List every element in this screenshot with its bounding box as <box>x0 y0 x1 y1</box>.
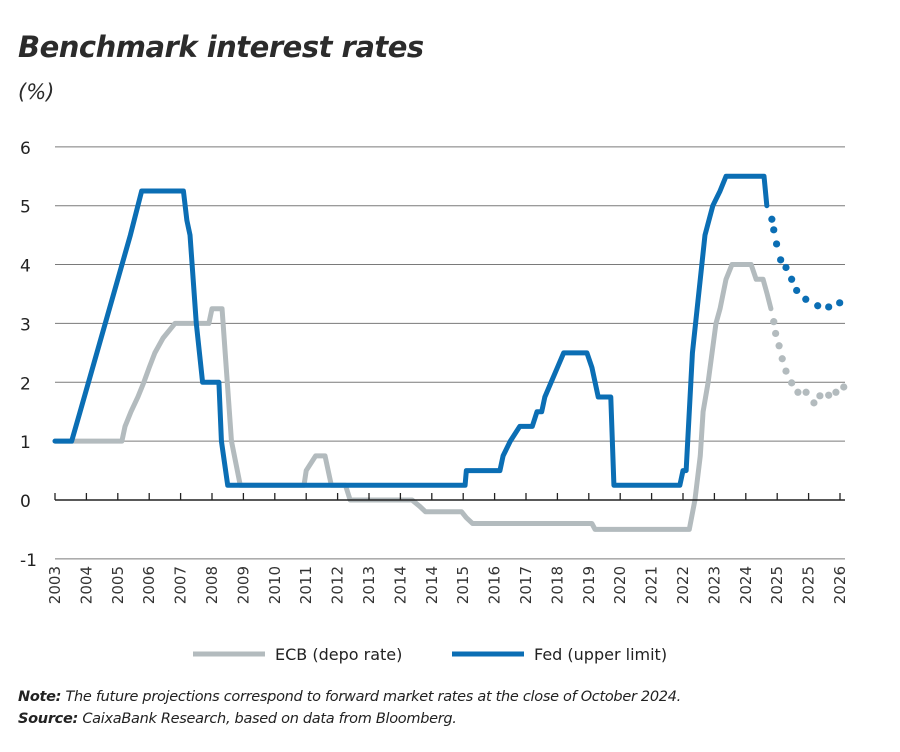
note-label: Note: <box>18 689 62 705</box>
projection-point-ecb <box>802 388 810 396</box>
chart-unit: (%) <box>18 80 55 104</box>
x-tick-label: 2005 <box>109 566 127 604</box>
projection-point-ecb <box>794 388 802 396</box>
y-tick-label: 4 <box>20 257 31 277</box>
x-tick-label: 2003 <box>46 566 64 604</box>
x-tick-label: 2018 <box>548 566 566 604</box>
x-tick-label: 2013 <box>360 566 378 604</box>
projection-point-fed <box>768 215 776 223</box>
projection-point-ecb <box>825 391 833 399</box>
x-tick-label: 2022 <box>674 566 692 604</box>
x-tick-label: 2010 <box>266 566 284 604</box>
projection-point-fed <box>793 286 801 295</box>
legend-label-ecb: ECB (depo rate) <box>275 645 402 664</box>
x-tick-label: 2009 <box>234 566 252 604</box>
x-tick-label: 2024 <box>737 566 755 604</box>
projection-point-fed <box>802 295 810 303</box>
x-tick-label: 2026 <box>831 566 849 604</box>
projection-point-ecb <box>772 329 780 338</box>
y-tick-label: -1 <box>20 551 37 571</box>
chart-title: Benchmark interest rates <box>18 30 424 64</box>
x-tick-label: 2021 <box>643 566 661 604</box>
x-tick-label: 2014 <box>423 566 441 604</box>
x-tick-label: 2015 <box>454 566 472 604</box>
x-tick-label: 2017 <box>517 566 535 604</box>
projection-point-fed <box>836 299 844 307</box>
x-tick-label: 2008 <box>203 566 221 604</box>
notes: Note: The future projections correspond … <box>18 686 681 730</box>
projection-point-ecb <box>778 355 786 363</box>
projection-point-ecb <box>810 399 818 407</box>
projection-point-fed <box>777 256 785 264</box>
y-tick-label: 5 <box>20 198 31 218</box>
note-text: The future projections correspond to for… <box>61 689 681 705</box>
projection-point-ecb <box>770 318 778 326</box>
x-tick-label: 2011 <box>297 566 315 604</box>
legend-label-fed: Fed (upper limit) <box>534 645 667 664</box>
projection-point-fed <box>770 226 778 234</box>
x-tick-label: 2016 <box>486 566 504 604</box>
x-tick-label: 2012 <box>329 566 347 604</box>
projection-point-fed <box>788 275 796 283</box>
y-tick-label: 3 <box>20 315 31 335</box>
y-tick-label: 2 <box>20 374 31 394</box>
x-tick-label: 2020 <box>611 566 629 604</box>
y-tick-label: 1 <box>20 433 31 453</box>
source-text: CaixaBank Research, based on data from B… <box>78 711 457 727</box>
projection-point-fed <box>782 263 790 272</box>
series-line-fed <box>52 173 770 488</box>
projection-point-ecb <box>816 392 824 400</box>
x-tick-label: 2007 <box>172 566 190 604</box>
series-line-ecb <box>52 262 774 532</box>
x-tick-label: 2006 <box>140 566 158 604</box>
x-tick-label: 2023 <box>705 566 723 604</box>
x-tick-label: 2025 <box>800 566 818 604</box>
projection-point-ecb <box>788 379 796 387</box>
x-tick-label: 2025 <box>768 566 786 604</box>
note-line: Note: The future projections correspond … <box>18 686 681 708</box>
x-tick-label: 2019 <box>580 566 598 604</box>
y-tick-label: 6 <box>20 139 31 159</box>
projection-point-ecb <box>840 383 848 391</box>
projection-point-ecb <box>832 388 840 396</box>
source-label: Source: <box>18 711 79 727</box>
source-line: Source: CaixaBank Research, based on dat… <box>18 708 681 730</box>
projection-point-fed <box>814 302 822 310</box>
projection-point-fed <box>825 303 833 311</box>
projection-point-ecb <box>775 342 783 350</box>
x-tick-label: 2014 <box>391 566 409 604</box>
x-tick-label: 2004 <box>77 566 95 604</box>
projection-point-ecb <box>782 367 790 375</box>
projection-point-fed <box>772 240 781 248</box>
legend: ECB (depo rate) Fed (upper limit) <box>193 645 667 664</box>
y-tick-label: 0 <box>20 492 31 512</box>
